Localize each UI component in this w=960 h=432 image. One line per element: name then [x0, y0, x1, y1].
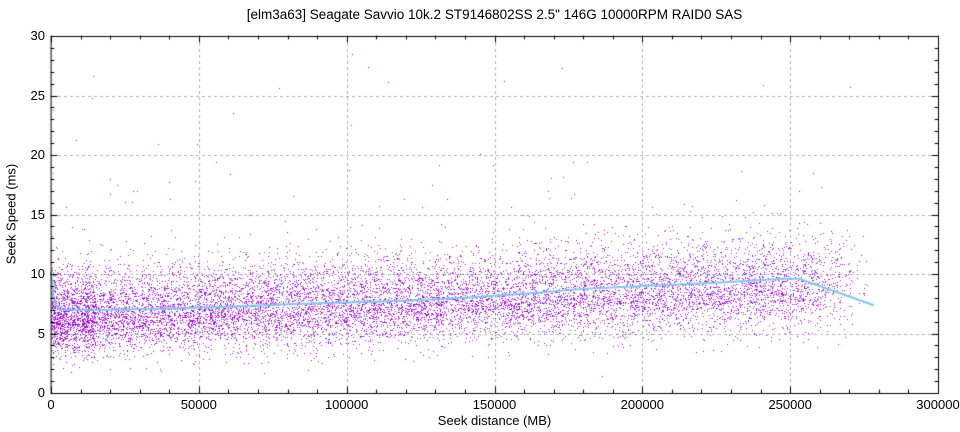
y-tick-label: 10 — [30, 266, 45, 281]
x-tick-label: 0 — [47, 397, 55, 412]
x-axis-title: Seek distance (MB) — [437, 413, 552, 428]
x-tick-label: 250000 — [768, 397, 812, 412]
x-tick-label: 150000 — [472, 397, 517, 412]
x-tick-label: 200000 — [620, 397, 665, 412]
x-tick-label: 100000 — [324, 397, 369, 412]
y-tick-label: 0 — [37, 385, 45, 400]
x-tick-label: 300000 — [916, 397, 960, 412]
y-tick-label: 25 — [30, 87, 45, 103]
y-tick-label: 5 — [37, 325, 45, 341]
y-axis-title: Seek Speed (ms) — [3, 163, 19, 265]
x-tick-label: 50000 — [180, 397, 217, 412]
y-tick-label: 20 — [30, 147, 45, 162]
y-tick-label: 15 — [30, 206, 45, 222]
y-tick-label: 30 — [30, 28, 45, 43]
